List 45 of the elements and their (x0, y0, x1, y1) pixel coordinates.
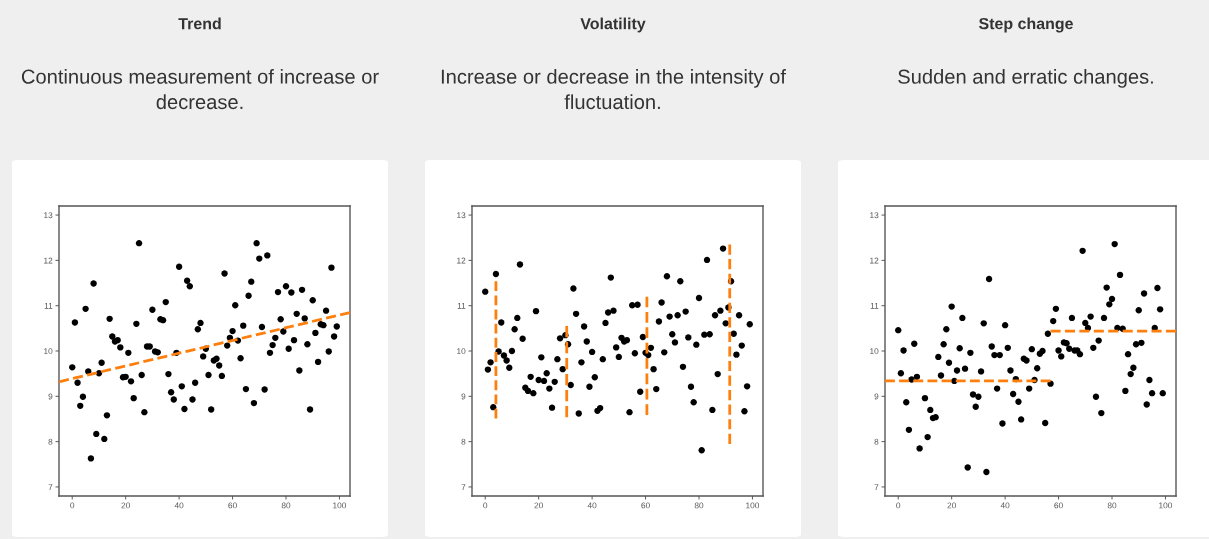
x-tick-label: 100 (333, 502, 347, 509)
x-tick-label: 40 (1000, 502, 1010, 509)
x-tick-label: 0 (896, 502, 901, 509)
x-tick-label: 0 (70, 502, 75, 509)
x-tick-label: 80 (1107, 502, 1117, 509)
x-tick-label: 40 (174, 502, 184, 509)
x-tick-label: 80 (694, 502, 704, 509)
x-tick-label: 60 (641, 502, 650, 509)
x-tick-label: 100 (1159, 502, 1173, 509)
y-tick-label: 11 (44, 302, 53, 309)
x-tick-label: 60 (1054, 502, 1063, 509)
y-tick-label: 12 (44, 257, 53, 264)
x-tick-label: 100 (746, 502, 760, 509)
y-tick-label: 10 (44, 348, 53, 355)
y-tick-label: 12 (870, 257, 879, 264)
y-tick-label: 9 (874, 393, 879, 400)
x-tick-label: 80 (281, 502, 291, 509)
y-tick-label: 13 (44, 212, 53, 219)
y-tick-label: 7 (461, 484, 466, 490)
y-tick-label: 9 (48, 393, 53, 400)
x-tick-label: 40 (587, 502, 597, 509)
y-tick-label: 11 (870, 302, 879, 309)
x-tick-label: 20 (121, 502, 130, 509)
chart-subtitle: Continuous measurement of increase or decrease. (21, 69, 379, 110)
y-tick-label: 13 (870, 212, 879, 219)
y-tick-label: 10 (870, 348, 879, 355)
chart-subtitle: Increase or decrease in the intensity of fluctuation. (441, 69, 786, 110)
chart-subtitle: Sudden and erratic changes. (898, 69, 1153, 88)
x-tick-label: 60 (228, 502, 237, 509)
y-tick-label: 7 (874, 484, 879, 490)
y-tick-label: 11 (457, 302, 466, 309)
chart-title: Trend (178, 17, 221, 30)
y-tick-label: 8 (461, 438, 466, 445)
y-tick-label: 9 (461, 393, 466, 400)
y-tick-label: 13 (457, 212, 466, 219)
y-tick-label: 12 (457, 257, 466, 264)
x-tick-label: 20 (947, 502, 956, 509)
x-tick-label: 0 (483, 502, 488, 509)
chart-title: Step change (978, 17, 1073, 33)
y-tick-label: 7 (48, 484, 53, 490)
y-tick-label: 8 (48, 438, 53, 445)
y-tick-label: 8 (874, 438, 879, 445)
x-tick-label: 20 (534, 502, 543, 509)
chart-title: Volatility (580, 17, 646, 33)
y-tick-label: 10 (457, 348, 466, 355)
